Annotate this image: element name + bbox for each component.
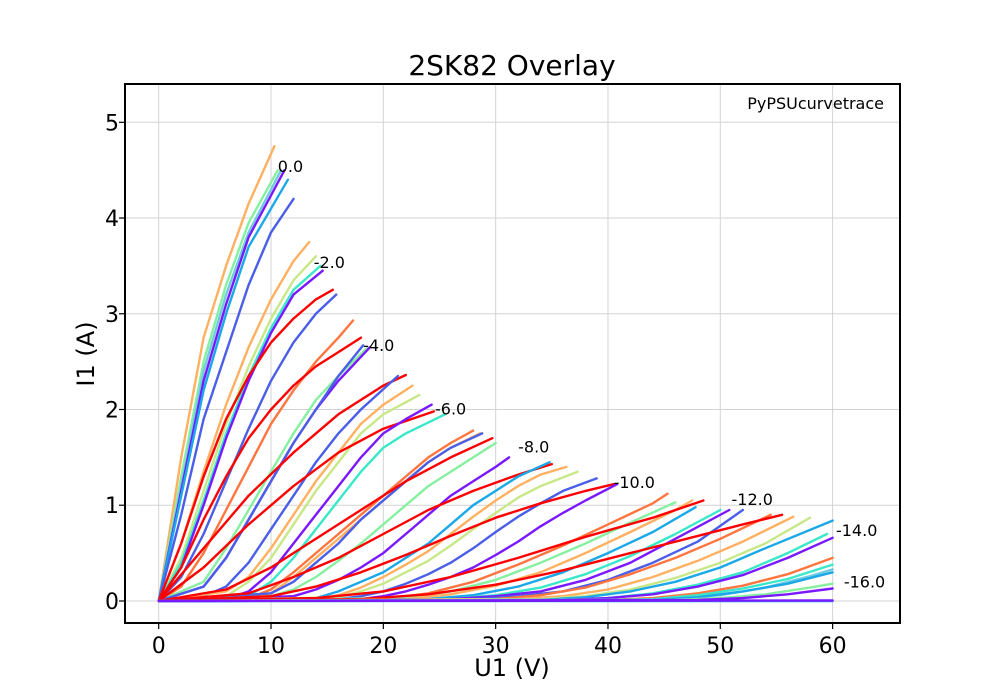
- x-tick-label: 20: [369, 634, 397, 659]
- curve-label: -6.0: [435, 399, 466, 418]
- curve-label: 0.0: [278, 157, 303, 176]
- series-group: [157, 144, 834, 603]
- x-tick-label: 50: [706, 634, 734, 659]
- chart-title: 2SK82 Overlay: [408, 49, 615, 82]
- series-line-24: [157, 429, 475, 603]
- series-line-29: [157, 456, 511, 603]
- series-line-21: [157, 410, 436, 603]
- series-line-12: [157, 319, 355, 603]
- x-tick-label: 0: [152, 634, 166, 659]
- series-line-39: [157, 499, 694, 603]
- series-line-35: [157, 483, 615, 603]
- series-line-27: [157, 437, 494, 603]
- plot-frame: [124, 83, 901, 624]
- series-line-14: [157, 346, 369, 603]
- series-line-17: [157, 373, 407, 603]
- series-line-59: [157, 599, 834, 603]
- series-line-30: [157, 462, 553, 603]
- curve-label: -16.0: [844, 573, 885, 592]
- series-line-4: [157, 178, 290, 603]
- series-line-46: [157, 513, 784, 603]
- curve-label: -14.0: [836, 521, 877, 540]
- series-line-2: [157, 168, 283, 603]
- series-line-36: [157, 483, 619, 603]
- series-line-0: [157, 144, 276, 603]
- series-line-26: [157, 432, 484, 603]
- curve-label: -12.0: [732, 490, 773, 509]
- x-tick-label: 40: [594, 634, 622, 659]
- y-tick-label: 4: [105, 207, 119, 232]
- series-line-10: [157, 288, 334, 603]
- x-axis-label: U1 (V): [474, 654, 550, 682]
- series-line-8: [157, 264, 322, 603]
- grid: [125, 84, 900, 623]
- series-line-33: [157, 470, 579, 603]
- series-line-40: [157, 499, 705, 603]
- x-tick-label: 30: [482, 634, 510, 659]
- curve-label: -10.0: [614, 473, 655, 492]
- series-line-7: [157, 255, 318, 603]
- curve-label: -8.0: [518, 438, 549, 457]
- series-line-1: [157, 168, 279, 603]
- y-tick-label: 0: [105, 590, 119, 615]
- y-tick-label: 5: [105, 111, 119, 136]
- series-line-5: [157, 197, 295, 603]
- curve-label: -4.0: [363, 336, 394, 355]
- y-tick-label: 2: [105, 399, 119, 424]
- curve-label: -2.0: [314, 253, 345, 272]
- series-line-6: [157, 240, 311, 603]
- y-axis-label: I1 (A): [72, 321, 100, 386]
- x-tick-label: 60: [819, 634, 847, 659]
- series-line-28: [157, 441, 497, 603]
- series-line-13: [157, 336, 363, 603]
- x-tick-label: 10: [257, 634, 285, 659]
- curve-labels: 0.0 -2.0 -4.0 -6.0 -8.0 -10.0 -12.0 -14.0 -16.0: [278, 157, 885, 591]
- series-line-20: [157, 393, 421, 603]
- y-tick-label: 3: [105, 303, 119, 328]
- ticks: 0 10 20 30 40 50 60 0 1 2 3 4 5: [105, 111, 847, 659]
- y-tick-label: 1: [105, 494, 119, 519]
- annotation-text: PyPSUcurvetrace: [747, 94, 884, 113]
- series-line-16: [157, 344, 365, 603]
- series-line-11: [157, 293, 338, 603]
